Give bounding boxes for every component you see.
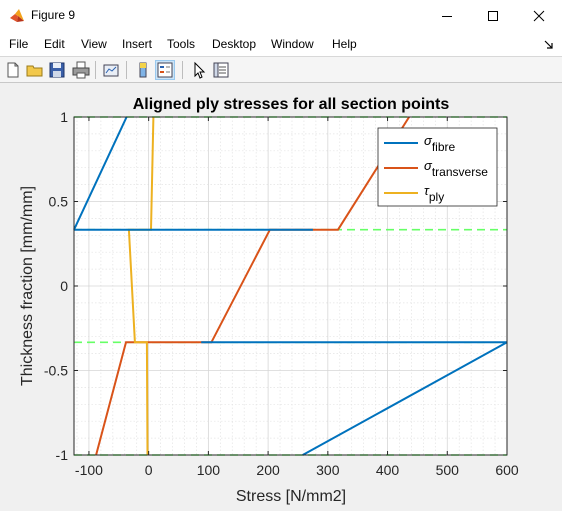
print-icon	[72, 61, 90, 79]
menu-file[interactable]: File	[9, 37, 29, 51]
new-figure-icon	[7, 62, 19, 78]
y-tick-label: 0.5	[49, 194, 69, 210]
legend-icon	[157, 62, 173, 78]
property-inspector-button[interactable]	[211, 60, 231, 80]
legend-button[interactable]	[155, 60, 175, 80]
menu-tools[interactable]: Tools	[167, 37, 196, 51]
menu-bar: File Edit View Insert Tools Desktop Wind…	[0, 32, 562, 56]
y-tick-label: 0	[60, 278, 68, 294]
y-tick-label: -0.5	[44, 363, 68, 379]
figure-toolbar	[0, 56, 562, 83]
legend-entry-label: τply	[424, 183, 444, 204]
menu-window[interactable]: Window	[271, 37, 314, 51]
minimize-button[interactable]	[424, 0, 470, 32]
x-tick-label: 400	[376, 462, 400, 478]
property-inspector-icon	[213, 62, 229, 78]
open-button[interactable]	[25, 60, 45, 80]
maximize-icon	[488, 11, 498, 21]
menu-insert[interactable]: Insert	[122, 37, 153, 51]
y-tick-label: 1	[60, 109, 68, 125]
menu-desktop[interactable]: Desktop	[212, 37, 257, 51]
data-series	[73, 116, 508, 456]
dock-arrow-icon[interactable]	[544, 40, 554, 50]
pointer-button[interactable]	[189, 60, 209, 80]
x-tick-label: -100	[75, 462, 103, 478]
close-icon	[533, 10, 545, 22]
x-tick-label: 600	[495, 462, 519, 478]
x-tick-labels: -100 0 100 200 300 400 500 600	[75, 117, 519, 478]
matlab-icon	[10, 9, 24, 22]
series-line-1	[95, 116, 410, 456]
x-axis-label: Stress [N/mm2]	[236, 488, 346, 505]
link-plot-button[interactable]	[101, 60, 121, 80]
colorbar-icon	[139, 62, 147, 78]
figure-canvas: -100 0 100 200 300 400 500 600 -1 -0.5 0 0.5 1 Alig…	[0, 83, 562, 506]
colorbar-button[interactable]	[133, 60, 153, 80]
legend[interactable]: σfibre σtransverse τply	[377, 127, 498, 207]
open-icon	[26, 65, 43, 77]
menu-help[interactable]: Help	[332, 37, 357, 51]
series-line-0	[73, 116, 508, 456]
menu-edit[interactable]: Edit	[44, 37, 65, 51]
x-tick-label: 300	[316, 462, 340, 478]
legend-entry-label: σfibre	[424, 133, 456, 154]
chart-title: Aligned ply stresses for all section poi…	[133, 96, 450, 113]
series-line-2	[127, 116, 155, 456]
y-tick-labels: -1 -0.5 0 0.5 1	[44, 109, 507, 463]
y-tick-label: -1	[56, 447, 69, 463]
pointer-icon	[194, 61, 206, 79]
new-figure-button[interactable]	[3, 60, 23, 80]
print-button[interactable]	[71, 60, 91, 80]
window-titlebar: Figure 9	[0, 0, 562, 32]
legend-entry-label: σtransverse	[424, 158, 488, 179]
x-tick-label: 0	[145, 462, 153, 478]
close-button[interactable]	[516, 0, 562, 32]
save-icon	[49, 62, 65, 78]
chart-svg: -100 0 100 200 300 400 500 600 -1 -0.5 0 0.5 1 Alig…	[19, 96, 519, 505]
menu-view[interactable]: View	[81, 37, 107, 51]
window-title: Figure 9	[31, 8, 76, 22]
x-tick-label: 200	[256, 462, 280, 478]
minimize-icon	[442, 16, 452, 17]
save-button[interactable]	[47, 60, 67, 80]
y-axis-label: Thickness fraction [mm/mm]	[19, 186, 36, 386]
x-tick-label: 500	[436, 462, 460, 478]
link-plot-icon	[103, 64, 119, 77]
maximize-button[interactable]	[470, 0, 516, 32]
x-tick-label: 100	[197, 462, 221, 478]
